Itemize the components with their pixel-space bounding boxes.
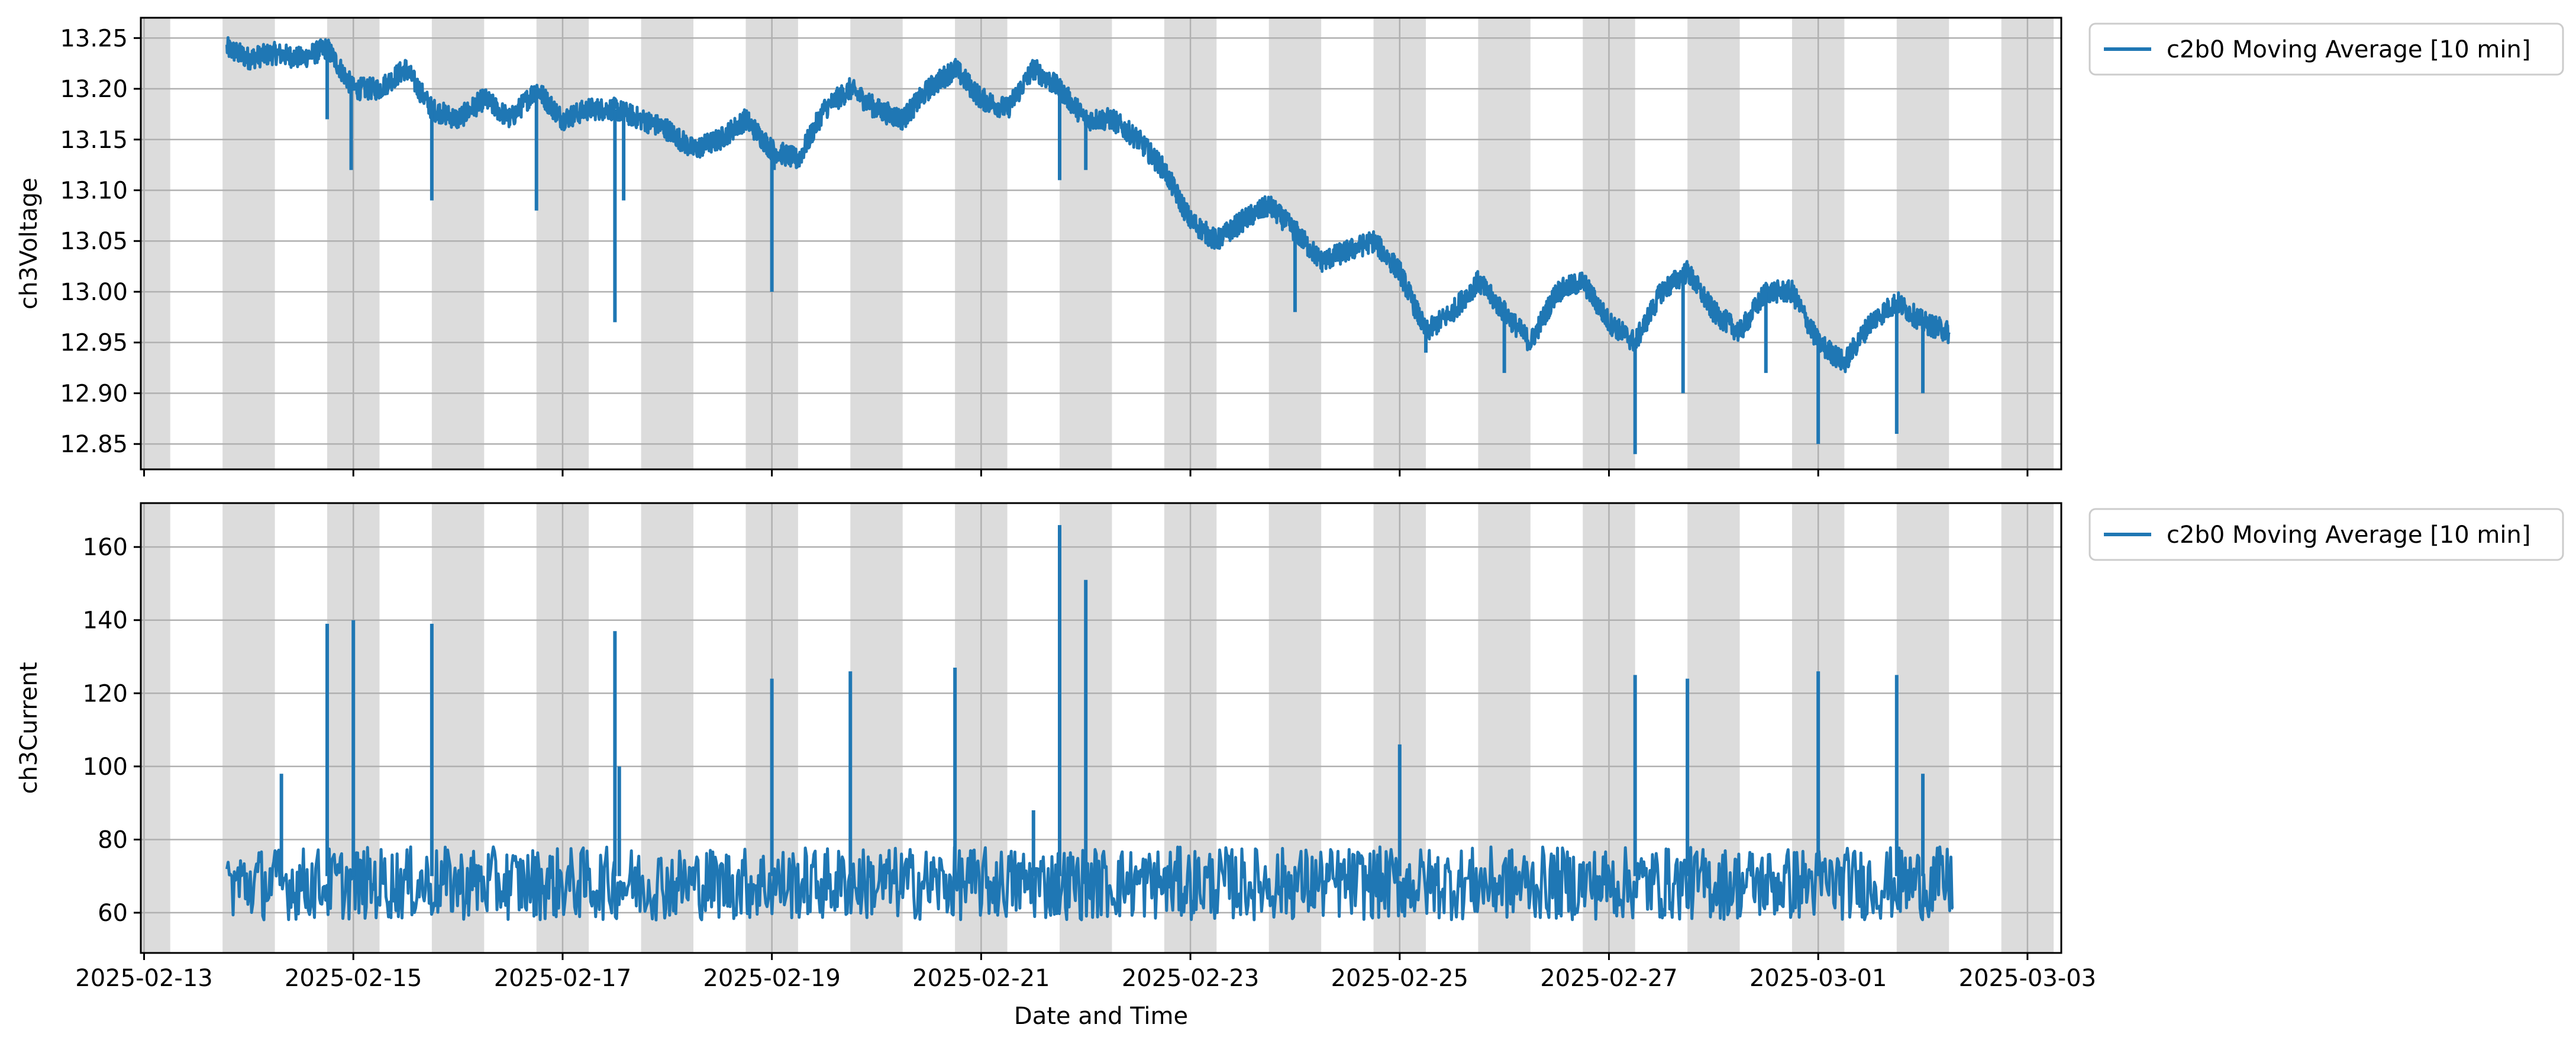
y-tick-label: 12.95	[60, 330, 128, 357]
night-band	[1896, 18, 1949, 469]
y-tick-label: 13.05	[60, 228, 128, 255]
x-tick-label: 2025-02-23	[1122, 965, 1259, 992]
y-tick-label: 13.00	[60, 279, 128, 306]
night-band	[141, 18, 170, 469]
x-tick-label: 2025-02-13	[75, 965, 212, 992]
night-band	[141, 503, 170, 953]
x-tick-label: 2025-02-25	[1331, 965, 1468, 992]
y-axis-label-voltage: ch3Voltage	[15, 178, 43, 310]
x-tick-label: 2025-02-21	[912, 965, 1050, 992]
x-tick-label: 2025-02-15	[285, 965, 422, 992]
legend-label: c2b0 Moving Average [10 min]	[2167, 36, 2530, 63]
y-axis-label-current: ch3Current	[15, 662, 43, 794]
axes-frame-current	[140, 502, 2062, 954]
x-tick-label: 2025-02-17	[494, 965, 631, 992]
legend-box-current	[2088, 508, 2564, 561]
x-tick-label: 2025-03-03	[1959, 965, 2096, 992]
axes-frame-voltage	[140, 17, 2062, 471]
night-band	[1059, 18, 1112, 469]
y-tick-label: 12.90	[60, 380, 128, 407]
x-tick-label: 2025-02-27	[1540, 965, 1677, 992]
y-tick-label: 60	[98, 900, 128, 927]
y-tick-label: 12.85	[60, 431, 128, 458]
legend-label: c2b0 Moving Average [10 min]	[2167, 521, 2530, 549]
y-tick-label: 13.25	[60, 25, 128, 52]
night-band	[641, 18, 694, 469]
night-band	[1478, 18, 1531, 469]
night-band	[1687, 18, 1740, 469]
y-tick-label: 13.10	[60, 177, 128, 204]
y-tick-label: 80	[98, 826, 128, 853]
series-line-current	[225, 845, 1954, 922]
y-tick-label: 140	[83, 607, 128, 634]
night-band	[850, 18, 903, 469]
y-tick-label: 120	[83, 680, 128, 707]
night-band	[431, 18, 485, 469]
y-tick-label: 160	[83, 534, 128, 561]
y-tick-label: 13.15	[60, 127, 128, 154]
y-tick-label: 100	[83, 753, 128, 781]
y-tick-label: 13.20	[60, 76, 128, 103]
legend-box-voltage	[2088, 22, 2564, 76]
series-line-voltage	[225, 36, 1951, 373]
night-band	[222, 18, 275, 469]
x-tick-label: 2025-03-01	[1749, 965, 1887, 992]
x-tick-label: 2025-02-19	[703, 965, 840, 992]
x-axis-label: Date and Time	[1014, 1003, 1188, 1030]
